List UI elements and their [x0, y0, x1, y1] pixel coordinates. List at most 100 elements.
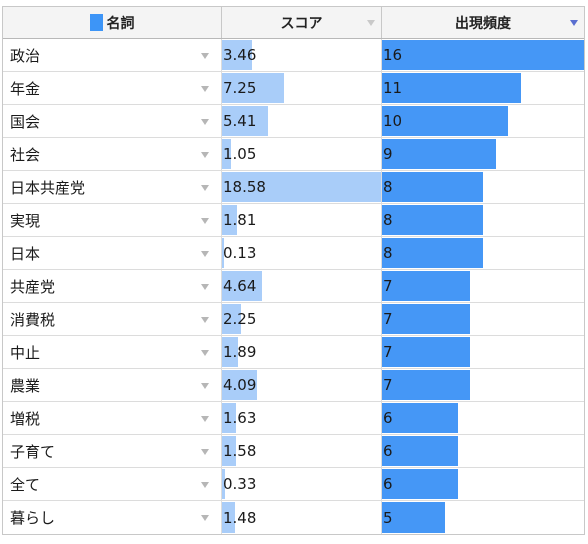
table-row[interactable]: 実現 1.81 8 [3, 204, 584, 237]
score-cell: 1.89 [222, 336, 382, 368]
color-swatch-icon [89, 14, 103, 31]
dropdown-arrow-icon[interactable] [201, 218, 209, 224]
name-cell[interactable]: 国会 [3, 105, 222, 137]
name-cell[interactable]: 社会 [3, 138, 222, 170]
name-cell[interactable]: 消費税 [3, 303, 222, 335]
dropdown-arrow-icon[interactable] [201, 152, 209, 158]
dropdown-arrow-icon[interactable] [201, 350, 209, 356]
sort-arrow-active-icon[interactable] [570, 20, 578, 26]
score-cell: 4.64 [222, 270, 382, 302]
score-value: 1.89 [223, 343, 257, 361]
score-bar [222, 106, 269, 136]
score-cell: 18.58 [222, 171, 382, 203]
frequency-value: 6 [383, 409, 393, 427]
name-cell[interactable]: 実現 [3, 204, 222, 236]
name-cell[interactable]: 中止 [3, 336, 222, 368]
table-row[interactable]: 日本 0.13 8 [3, 237, 584, 270]
table-row[interactable]: 消費税 2.25 7 [3, 303, 584, 336]
table-row[interactable]: 農業 4.09 7 [3, 369, 584, 402]
score-value: 1.48 [223, 508, 257, 527]
column-header-name-label: 名詞 [106, 15, 135, 32]
name-cell[interactable]: 暮らし [3, 501, 222, 534]
dropdown-arrow-icon[interactable] [201, 284, 209, 290]
score-bar [222, 337, 239, 367]
frequency-cell: 8 [382, 171, 584, 203]
frequency-bar [382, 337, 471, 367]
table-row[interactable]: 中止 1.89 7 [3, 336, 584, 369]
dropdown-arrow-icon[interactable] [201, 515, 209, 521]
name-text: 共産党 [10, 277, 56, 296]
name-cell[interactable]: 全て [3, 468, 222, 500]
score-bar [222, 238, 224, 268]
table-row[interactable]: 年金 7.25 11 [3, 72, 584, 105]
name-cell[interactable]: 農業 [3, 369, 222, 401]
column-header-score-label: スコア [280, 15, 323, 32]
sort-arrow-icon[interactable] [367, 20, 375, 26]
dropdown-arrow-icon[interactable] [201, 383, 209, 389]
frequency-cell: 7 [382, 303, 584, 335]
frequency-bar [382, 271, 471, 301]
name-text: 農業 [10, 376, 41, 395]
dropdown-arrow-icon[interactable] [201, 185, 209, 191]
score-bar [222, 172, 381, 202]
score-bar [222, 205, 238, 235]
column-header-name[interactable]: 名詞 [3, 7, 222, 38]
frequency-cell: 11 [382, 72, 584, 104]
frequency-value: 7 [383, 376, 393, 394]
column-header-frequency[interactable]: 出現頻度 [382, 7, 584, 38]
score-value: 1.05 [223, 145, 257, 163]
name-cell[interactable]: 増税 [3, 402, 222, 434]
score-cell: 1.63 [222, 402, 382, 434]
dropdown-arrow-icon[interactable] [201, 53, 209, 59]
score-cell: 1.81 [222, 204, 382, 236]
frequency-cell: 9 [382, 138, 584, 170]
frequency-value: 5 [383, 508, 393, 527]
name-cell[interactable]: 日本 [3, 237, 222, 269]
score-value: 0.33 [223, 475, 257, 493]
table-row[interactable]: 政治 3.46 16 [3, 39, 584, 72]
column-header-frequency-label: 出現頻度 [455, 15, 511, 32]
name-cell[interactable]: 政治 [3, 39, 222, 71]
name-cell[interactable]: 日本共産党 [3, 171, 222, 203]
frequency-bar [382, 370, 471, 400]
dropdown-arrow-icon[interactable] [201, 86, 209, 92]
table-row[interactable]: 日本共産党 18.58 8 [3, 171, 584, 204]
score-bar [222, 40, 252, 70]
table-row[interactable]: 増税 1.63 6 [3, 402, 584, 435]
dropdown-arrow-icon[interactable] [201, 119, 209, 125]
frequency-bar [382, 106, 509, 136]
name-cell[interactable]: 子育て [3, 435, 222, 467]
score-value: 1.81 [223, 211, 257, 229]
score-cell: 1.48 [222, 501, 382, 534]
score-bar [222, 271, 262, 301]
dropdown-arrow-icon[interactable] [201, 251, 209, 257]
score-value: 1.63 [223, 409, 257, 427]
name-text: 日本 [10, 244, 41, 263]
frequency-cell: 7 [382, 270, 584, 302]
dropdown-arrow-icon[interactable] [201, 482, 209, 488]
table-row[interactable]: 暮らし 1.48 5 [3, 501, 584, 534]
column-header-score[interactable]: スコア [222, 7, 382, 38]
name-text: 子育て [10, 442, 56, 461]
score-cell: 2.25 [222, 303, 382, 335]
table-row[interactable]: 子育て 1.58 6 [3, 435, 584, 468]
frequency-bar [382, 73, 521, 103]
name-cell[interactable]: 共産党 [3, 270, 222, 302]
frequency-cell: 7 [382, 336, 584, 368]
name-text: 政治 [10, 46, 41, 65]
table-row[interactable]: 共産党 4.64 7 [3, 270, 584, 303]
name-cell[interactable]: 年金 [3, 72, 222, 104]
dropdown-arrow-icon[interactable] [201, 449, 209, 455]
name-text: 年金 [10, 79, 41, 98]
score-value: 0.13 [223, 244, 257, 262]
frequency-cell: 6 [382, 435, 584, 467]
frequency-value: 6 [383, 442, 393, 460]
dropdown-arrow-icon[interactable] [201, 317, 209, 323]
score-cell: 1.58 [222, 435, 382, 467]
dropdown-arrow-icon[interactable] [201, 416, 209, 422]
score-cell: 4.09 [222, 369, 382, 401]
table-row[interactable]: 全て 0.33 6 [3, 468, 584, 501]
table-row[interactable]: 社会 1.05 9 [3, 138, 584, 171]
table-row[interactable]: 国会 5.41 10 [3, 105, 584, 138]
frequency-bar [382, 304, 471, 334]
